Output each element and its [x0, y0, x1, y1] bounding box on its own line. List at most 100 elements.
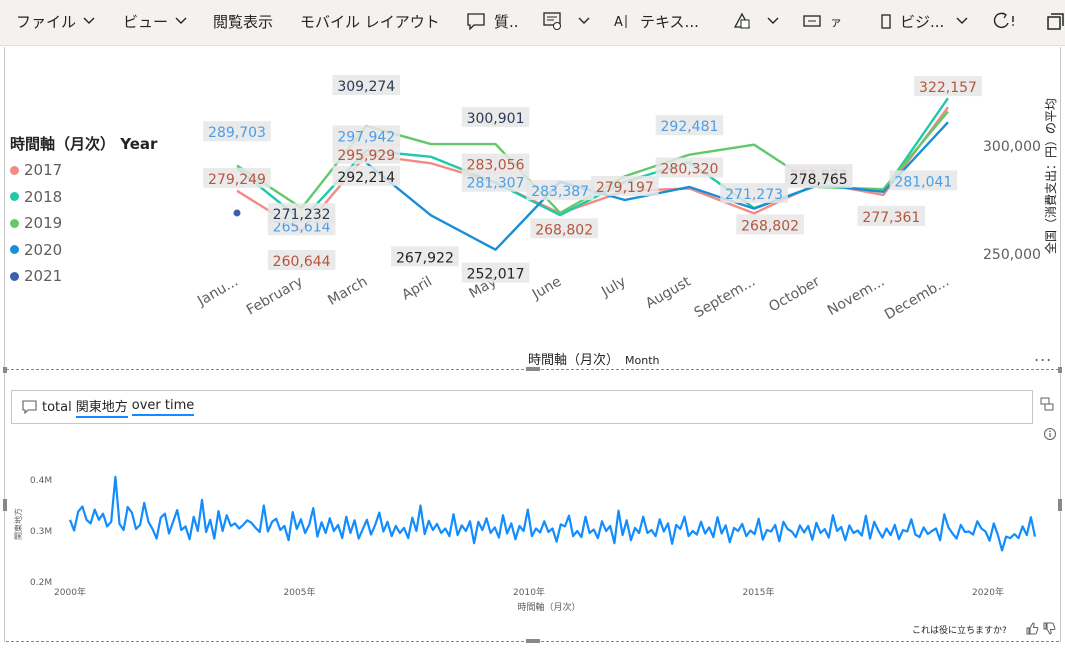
- qa-y-axis-title: 関東地方: [13, 508, 23, 540]
- x-tick-label: June: [529, 274, 564, 304]
- legend-label: 2020: [24, 240, 63, 259]
- visuals-button[interactable]: ビジ...: [880, 0, 968, 42]
- view-menu[interactable]: ビュー: [123, 0, 187, 42]
- data-label-bg: [332, 74, 401, 95]
- data-label: 271,273: [725, 187, 783, 203]
- data-label-bg: [461, 262, 530, 283]
- data-label: 267,922: [396, 250, 454, 266]
- data-label: 252,017: [467, 267, 525, 283]
- legend-label: 2018: [24, 187, 63, 206]
- window-icon: [1047, 13, 1064, 30]
- info-icon[interactable]: [1043, 427, 1057, 441]
- qa-x-tick-label: 2020年: [972, 586, 1004, 598]
- file-menu-label: ファイル: [16, 12, 77, 31]
- data-label-bg: [914, 76, 982, 97]
- data-label-bg: [526, 180, 594, 201]
- svg-text:A: A: [614, 15, 623, 30]
- data-label-bg: [591, 175, 659, 196]
- qa-label: 質..: [494, 12, 519, 31]
- data-label: 271,232: [273, 207, 331, 223]
- qa-series-line: [68, 475, 1037, 552]
- x-tick-label: Janu...: [194, 274, 241, 310]
- data-label-bg: [736, 214, 804, 235]
- x-axis-title-sub: Month: [625, 354, 660, 367]
- legend-item-2019[interactable]: 2019: [10, 214, 62, 232]
- resize-handle[interactable]: [1058, 499, 1062, 511]
- data-label-bg: [267, 250, 336, 271]
- legend-item-2020[interactable]: 2020: [10, 241, 62, 259]
- buttons-button[interactable]: ァ: [802, 0, 842, 42]
- buttons-label: ァ: [830, 14, 843, 29]
- thumbs-up-icon[interactable]: [1025, 622, 1039, 635]
- data-label: 281,307: [467, 176, 525, 192]
- data-label: 300,901: [467, 111, 525, 127]
- data-label: 280,320: [661, 162, 719, 178]
- smart-narrative-button[interactable]: [542, 0, 590, 42]
- qa-y-tick-label: 0.4M: [30, 476, 52, 486]
- data-label-bg: [203, 121, 271, 142]
- data-label-bg: [889, 170, 958, 191]
- resize-handle[interactable]: [3, 367, 7, 373]
- narrative-icon: [543, 12, 561, 30]
- chevron-down-icon: [83, 17, 95, 24]
- mobile-layout-label: モバイル レイアウト: [300, 12, 440, 31]
- x-tick-label: July: [598, 274, 629, 301]
- y-tick-label: 300,000: [983, 139, 1041, 155]
- qa-y-tick-label: 0.2M: [30, 578, 52, 588]
- data-label: 278,765: [790, 172, 848, 188]
- qa-question-input[interactable]: total 関東地方 over time: [11, 390, 1033, 424]
- qa-x-tick-label: 2015年: [743, 586, 775, 598]
- resize-handle[interactable]: [3, 499, 7, 511]
- legend-marker: [10, 165, 19, 175]
- legend-label: 2017: [24, 161, 63, 179]
- y-tick-label: 250,000: [983, 247, 1041, 263]
- x-tick-label: Septem...: [692, 274, 758, 322]
- more-options-button[interactable]: ...: [1034, 346, 1053, 365]
- data-label: 297,942: [337, 129, 395, 145]
- thumbs-down-icon[interactable]: [1042, 622, 1056, 635]
- feedback-prompt: これは役に立ちますか?: [912, 626, 1007, 636]
- canvas-left-edge: [4, 47, 5, 642]
- qa-word-field: 関東地方: [75, 396, 128, 418]
- data-label-bg: [332, 143, 401, 164]
- data-label: 283,387: [531, 184, 589, 200]
- speech-bubble-icon: [467, 13, 485, 30]
- button-icon: [803, 15, 821, 27]
- data-label-bg: [267, 203, 336, 224]
- textbox-button[interactable]: A テキス...: [612, 0, 699, 42]
- file-menu[interactable]: ファイル: [16, 0, 95, 42]
- mobile-layout-button[interactable]: モバイル レイアウト: [300, 0, 440, 42]
- convert-visual-icon[interactable]: [1039, 396, 1055, 412]
- refresh-button[interactable]: [992, 0, 1016, 42]
- legend-item-2017[interactable]: 2017: [10, 161, 62, 179]
- x-tick-label: April: [399, 274, 435, 304]
- focus-mode-button[interactable]: [1045, 0, 1065, 42]
- legend-title: 時間軸（月次） Year: [10, 135, 158, 153]
- legend-item-2018[interactable]: 2018: [10, 188, 62, 206]
- resize-handle[interactable]: [526, 639, 540, 643]
- data-label: 281,041: [894, 174, 952, 190]
- legend-marker: [10, 218, 19, 228]
- reading-view-button[interactable]: 閲覧表示: [213, 0, 273, 42]
- data-label-bg: [203, 167, 271, 188]
- x-axis-title: 時間軸（月次） Month: [528, 349, 660, 368]
- data-label: 279,197: [596, 180, 654, 196]
- shapes-button[interactable]: [731, 0, 779, 42]
- data-label-bg: [655, 115, 724, 136]
- qa-x-tick-label: 2000年: [54, 586, 86, 598]
- resize-handle[interactable]: [1058, 367, 1062, 373]
- data-label: 268,802: [535, 222, 593, 238]
- legend-item-2021[interactable]: 2021: [10, 267, 62, 285]
- qa-button[interactable]: 質..: [466, 0, 519, 42]
- qa-x-axis-title: 時間軸（月次）: [517, 601, 580, 613]
- legend-label: 2021: [24, 267, 63, 285]
- series-point-2021: [233, 209, 241, 217]
- x-tick-label: March: [325, 274, 370, 309]
- x-tick-label: October: [766, 273, 823, 315]
- legend-label: 2019: [24, 214, 63, 232]
- resize-handle[interactable]: [526, 367, 540, 371]
- data-label: 279,249: [208, 172, 266, 188]
- chevron-down-icon: [175, 17, 187, 24]
- visuals-label: ビジ...: [900, 12, 945, 31]
